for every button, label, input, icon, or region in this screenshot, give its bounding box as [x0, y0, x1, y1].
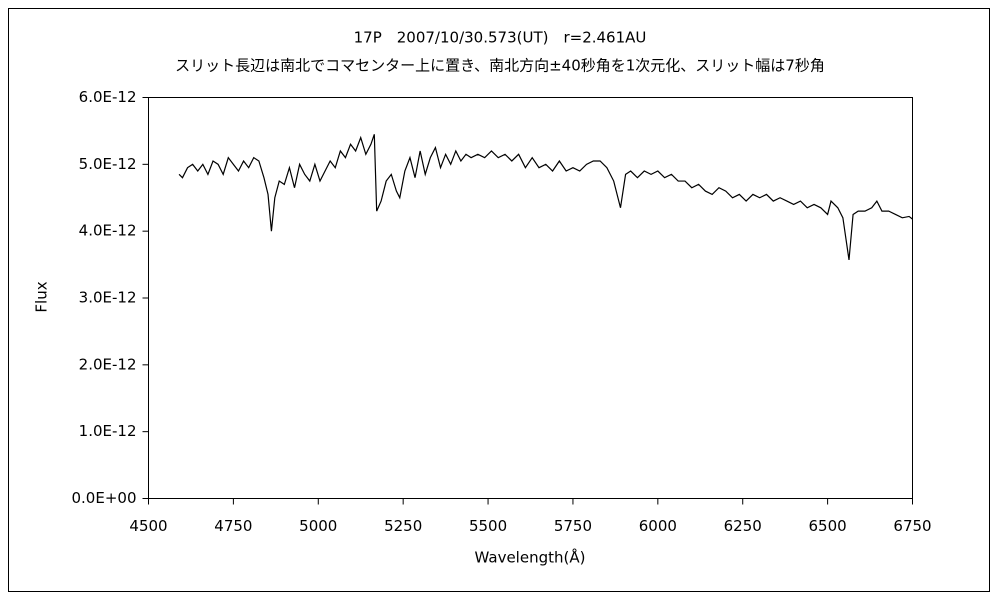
y-tick-label: 0.0E+00 [72, 489, 137, 507]
chart-subtitle: スリット長辺は南北でコマセンター上に置き、南北方向±40秒角を1次元化、スリット… [175, 57, 825, 75]
x-tick-label: 6250 [724, 517, 762, 535]
y-tick-label: 3.0E-12 [79, 289, 137, 307]
x-axis-label: Wavelength(Å) [475, 548, 586, 567]
x-tick-label: 4500 [129, 517, 167, 535]
plot-area [148, 97, 913, 499]
x-tick-label: 5750 [554, 517, 592, 535]
x-tick-label: 6500 [809, 517, 847, 535]
y-axis-label: Flux [33, 281, 51, 312]
spectrum-line [178, 134, 913, 260]
x-tick-label: 6000 [639, 517, 677, 535]
x-tick-label: 4750 [214, 517, 252, 535]
y-tick-label: 2.0E-12 [79, 355, 137, 373]
y-tick-label: 1.0E-12 [79, 422, 137, 440]
x-tick-label: 5000 [299, 517, 337, 535]
x-tick-label: 5250 [384, 517, 422, 535]
x-tick-label: 6750 [893, 517, 931, 535]
y-tick-label: 4.0E-12 [79, 222, 137, 240]
x-tick-label: 5500 [469, 517, 507, 535]
y-tick-label: 5.0E-12 [79, 155, 137, 173]
chart-title: 17P 2007/10/30.573(UT) r=2.461AU [354, 29, 647, 47]
y-tick-label: 6.0E-12 [79, 88, 137, 106]
